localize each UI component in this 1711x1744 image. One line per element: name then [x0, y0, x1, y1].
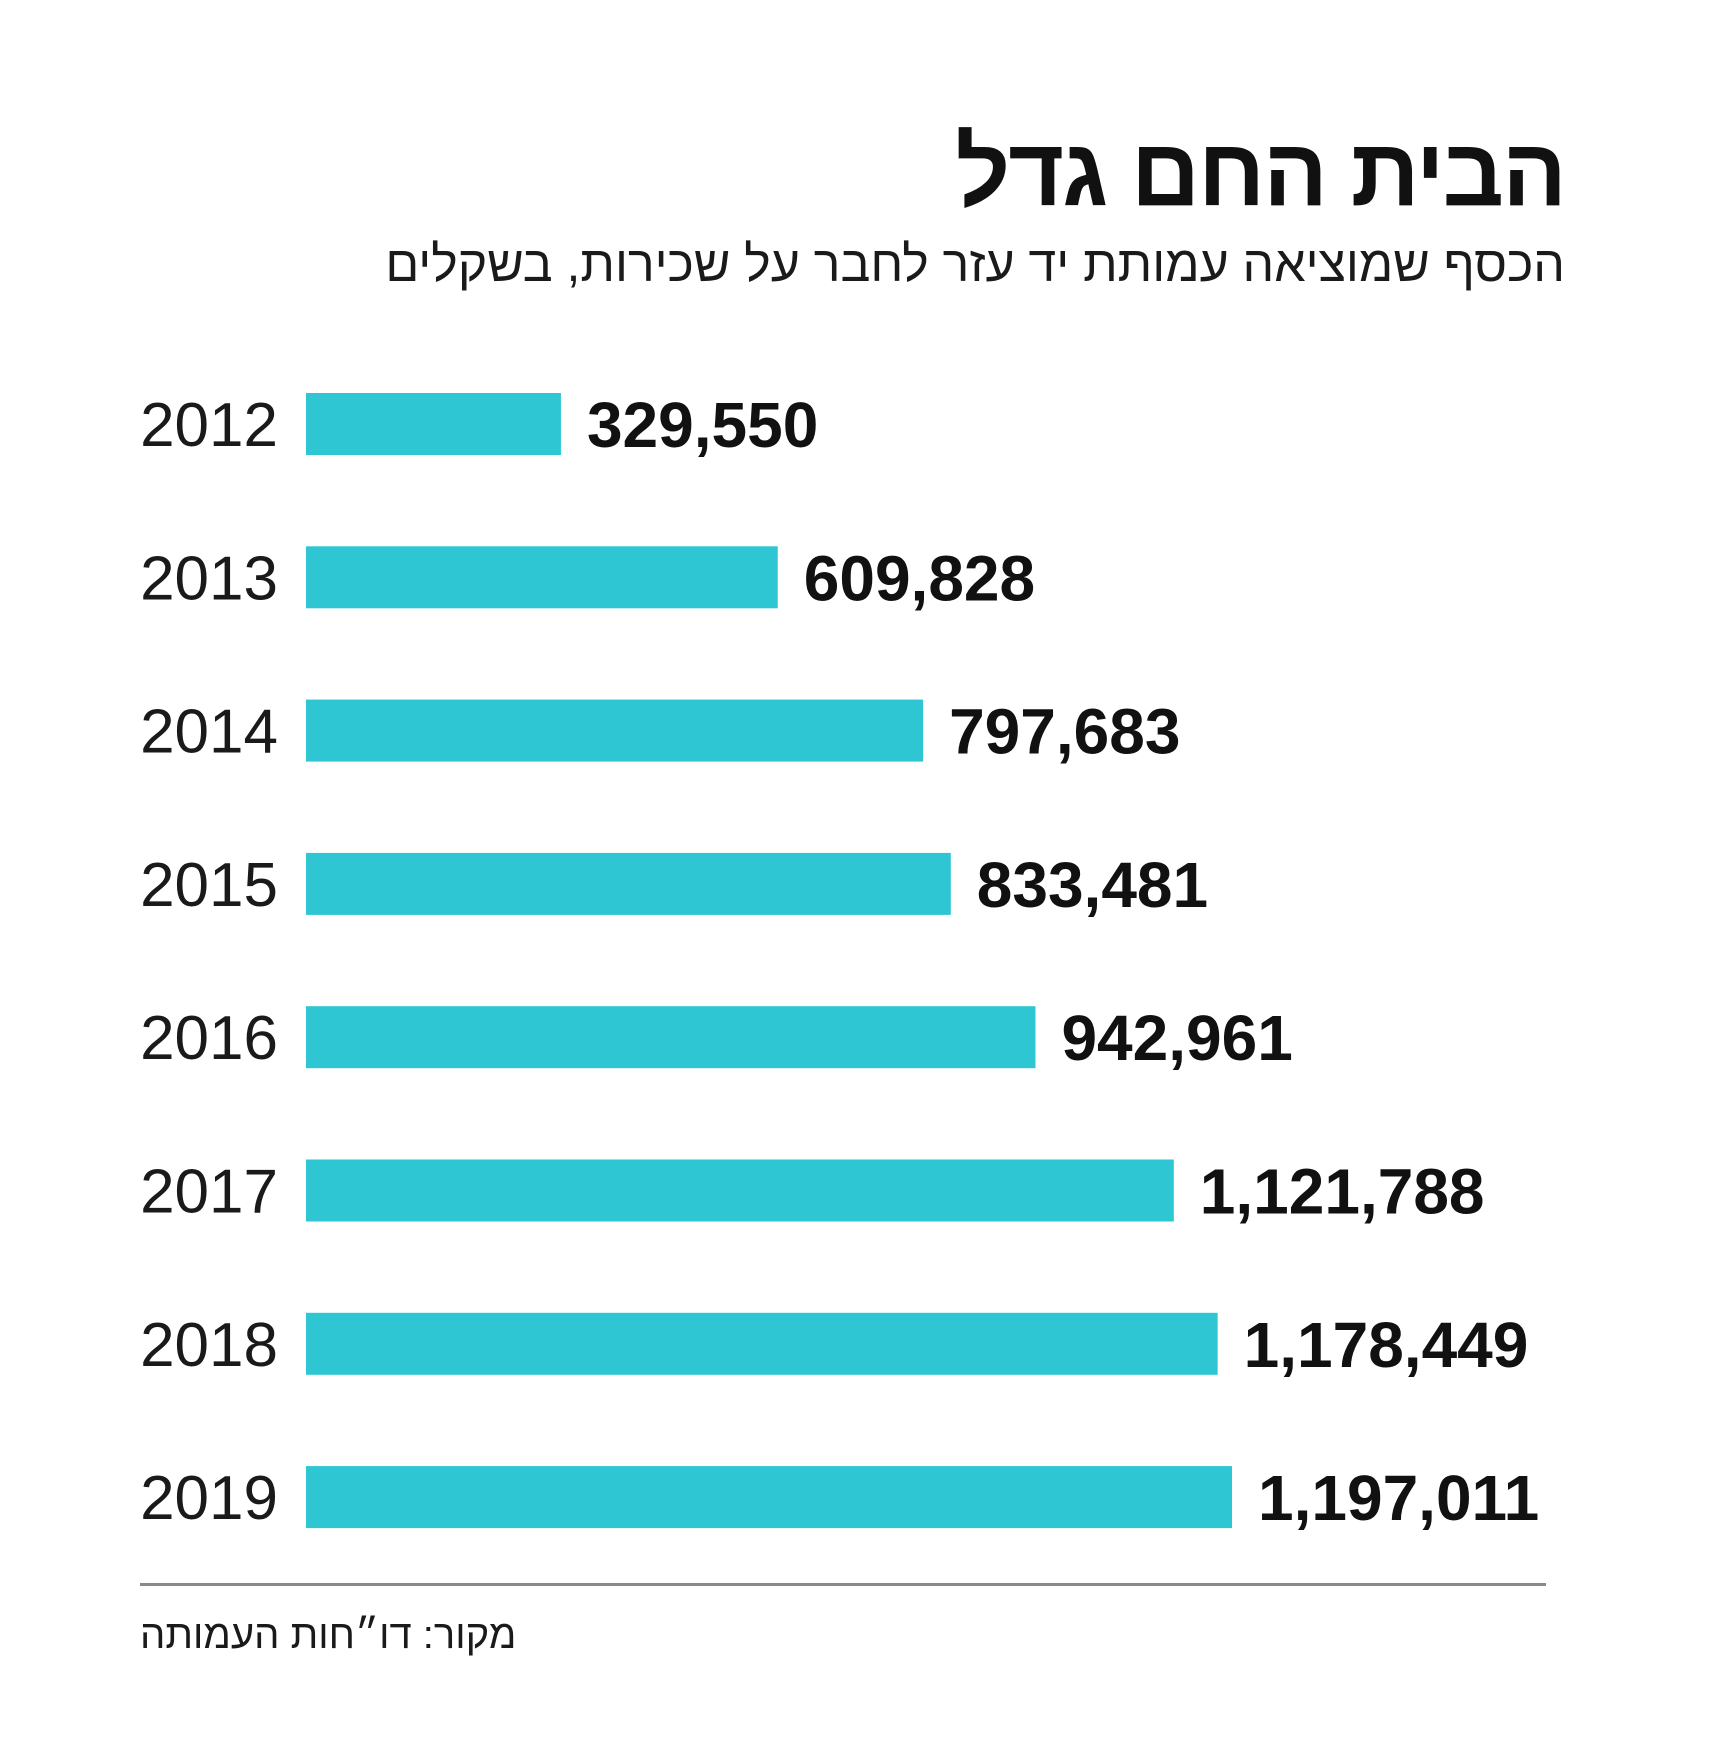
- value-label: 797,683: [949, 696, 1180, 768]
- year-label: 2015: [140, 851, 278, 920]
- value-label: 942,961: [1061, 1002, 1292, 1074]
- bar: [306, 1159, 1174, 1222]
- bar: [306, 546, 778, 609]
- bar: [306, 699, 924, 762]
- year-label: 2013: [140, 544, 278, 613]
- year-label: 2019: [140, 1464, 278, 1533]
- chart-title: הבית החם גדל: [955, 119, 1567, 226]
- value-label: 833,481: [977, 849, 1208, 921]
- bar: [306, 852, 951, 915]
- bar: [306, 1006, 1036, 1069]
- value-label: 1,121,788: [1200, 1156, 1485, 1228]
- chart-subtitle: הכסף שמוציאה עמותת יד עזר לחבר על שכירות…: [385, 236, 1565, 292]
- value-label: 329,550: [587, 389, 818, 461]
- value-label: 609,828: [804, 542, 1035, 614]
- year-label: 2014: [140, 698, 278, 767]
- source-note: מקור: דו״חות העמותה: [140, 1613, 517, 1657]
- bar: [306, 1466, 1232, 1529]
- year-label: 2016: [140, 1004, 278, 1073]
- year-label: 2017: [140, 1158, 278, 1227]
- bar: [306, 1312, 1218, 1375]
- footer-divider: [140, 1583, 1546, 1586]
- bars-layer: 2012 329,550 2013 609,828 2014 797,683 2015 833…: [140, 389, 1539, 1534]
- value-label: 1,197,011: [1258, 1462, 1539, 1534]
- year-label: 2012: [140, 391, 278, 460]
- bar: [306, 393, 561, 455]
- year-label: 2018: [140, 1311, 278, 1380]
- value-label: 1,178,449: [1244, 1309, 1529, 1381]
